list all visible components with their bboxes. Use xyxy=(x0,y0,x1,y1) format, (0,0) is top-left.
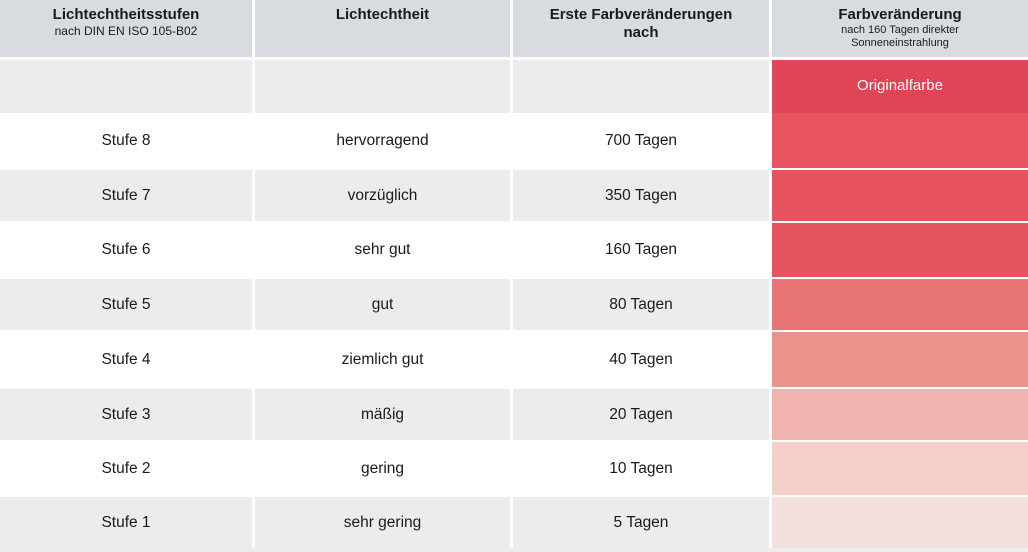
header-color-change-sub1: nach 160 Tagen direkter xyxy=(841,24,959,36)
days-cell: 10 Tagen xyxy=(513,442,772,495)
lightfastness-cell: sehr gering xyxy=(255,497,513,548)
header-color-change-title: Farbveränderung xyxy=(838,6,962,23)
days-cell: 40 Tagen xyxy=(513,332,772,387)
table-row: Stufe 6 sehr gut 160 Tagen xyxy=(0,223,1028,277)
original-empty-cell-3 xyxy=(513,60,772,113)
original-color-swatch: Originalfarbe xyxy=(772,60,1028,113)
color-swatch xyxy=(772,442,1028,495)
color-swatch xyxy=(772,279,1028,330)
header-levels-title: Lichtechtheitsstufen xyxy=(52,6,200,23)
header-cell-lightfastness: Lichtechtheit xyxy=(255,0,513,57)
days-cell: 20 Tagen xyxy=(513,389,772,440)
color-swatch xyxy=(772,170,1028,221)
level-cell: Stufe 4 xyxy=(0,332,255,387)
level-cell: Stufe 3 xyxy=(0,389,255,440)
level-cell: Stufe 8 xyxy=(0,113,255,168)
lightfastness-cell: vorzüglich xyxy=(255,170,513,221)
lightfastness-cell: mäßig xyxy=(255,389,513,440)
level-cell: Stufe 5 xyxy=(0,279,255,330)
header-lightfastness-title: Lichtechtheit xyxy=(335,6,430,23)
table-row: Stufe 3 mäßig 20 Tagen xyxy=(0,389,1028,440)
color-swatch xyxy=(772,389,1028,440)
color-swatch xyxy=(772,113,1028,168)
table-row: Stufe 2 gering 10 Tagen xyxy=(0,442,1028,495)
days-cell: 5 Tagen xyxy=(513,497,772,548)
table-row: Stufe 5 gut 80 Tagen xyxy=(0,279,1028,330)
level-cell: Stufe 6 xyxy=(0,223,255,277)
table-row: Stufe 8 hervorragend 700 Tagen xyxy=(0,113,1028,168)
color-swatch xyxy=(772,332,1028,387)
level-cell: Stufe 1 xyxy=(0,497,255,548)
header-cell-levels: Lichtechtheitsstufen nach DIN EN ISO 105… xyxy=(0,0,255,57)
days-cell: 80 Tagen xyxy=(513,279,772,330)
table-header: Lichtechtheitsstufen nach DIN EN ISO 105… xyxy=(0,0,1028,57)
color-swatch xyxy=(772,497,1028,548)
lightfastness-cell: ziemlich gut xyxy=(255,332,513,387)
header-levels-subtitle: nach DIN EN ISO 105-B02 xyxy=(54,24,198,38)
table-row: Stufe 1 sehr gering 5 Tagen xyxy=(0,497,1028,548)
lightfastness-cell: sehr gut xyxy=(255,223,513,277)
table-row: Stufe 7 vorzüglich 350 Tagen xyxy=(0,170,1028,221)
table-row: Stufe 4 ziemlich gut 40 Tagen xyxy=(0,332,1028,387)
header-color-change-sub2: Sonneneinstrahlung xyxy=(851,37,949,49)
lightfastness-cell: gut xyxy=(255,279,513,330)
header-cell-color-change: Farbveränderung nach 160 Tagen direkter … xyxy=(772,0,1028,57)
original-empty-cell-2 xyxy=(255,60,513,113)
original-empty-cell-1 xyxy=(0,60,255,113)
color-swatch xyxy=(772,223,1028,277)
days-cell: 160 Tagen xyxy=(513,223,772,277)
days-cell: 700 Tagen xyxy=(513,113,772,168)
days-cell: 350 Tagen xyxy=(513,170,772,221)
table-row-original: Originalfarbe xyxy=(0,60,1028,113)
header-first-change-line2: nach xyxy=(623,24,659,41)
level-cell: Stufe 2 xyxy=(0,442,255,495)
original-color-label: Originalfarbe xyxy=(857,77,943,94)
table-bottom-border xyxy=(0,548,1028,552)
level-cell: Stufe 7 xyxy=(0,170,255,221)
lightfastness-cell: hervorragend xyxy=(255,113,513,168)
lightfastness-cell: gering xyxy=(255,442,513,495)
header-cell-first-change: Erste Farbveränderungen nach xyxy=(513,0,772,57)
header-first-change-line1: Erste Farbveränderungen xyxy=(549,6,733,23)
